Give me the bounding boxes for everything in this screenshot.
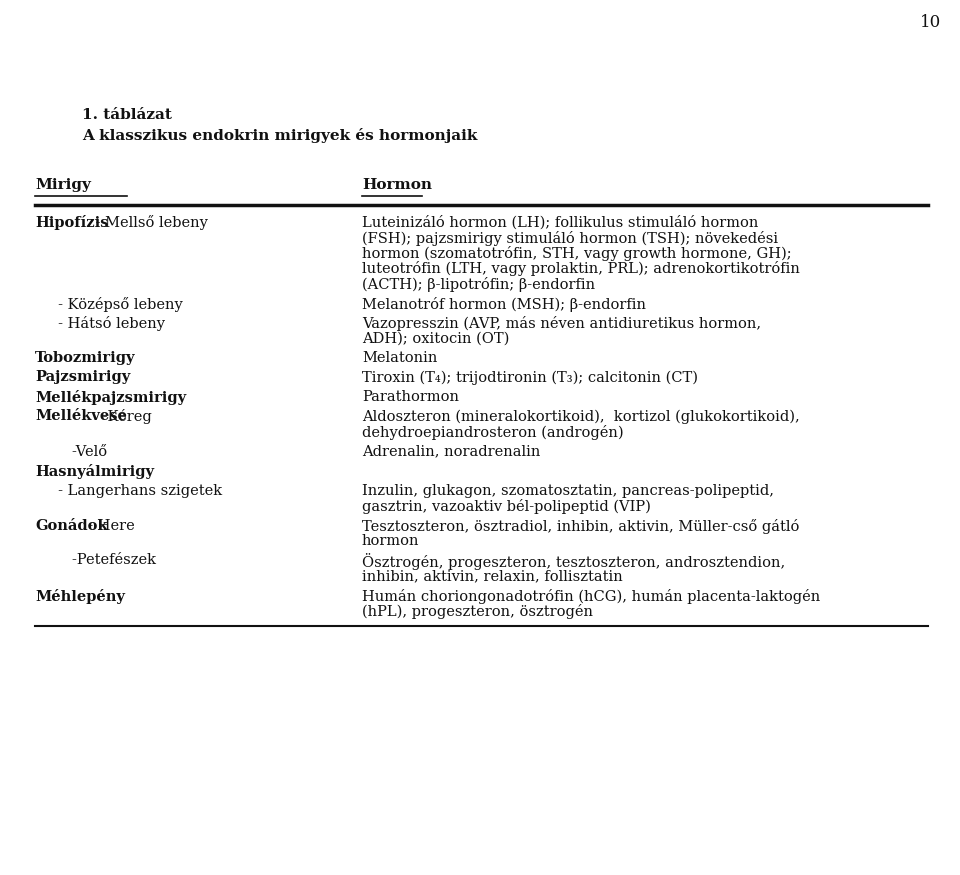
- Text: Tesztoszteron, ösztradiol, inhibin, aktivin, Müller-cső gátló: Tesztoszteron, ösztradiol, inhibin, akti…: [362, 519, 800, 534]
- Text: luteotrófin (LTH, vagy prolaktin, PRL); adrenokortikotrófin: luteotrófin (LTH, vagy prolaktin, PRL); …: [362, 262, 800, 276]
- Text: - Mellső lebeny: - Mellső lebeny: [91, 215, 208, 230]
- Text: -Petefészek: -Petefészek: [35, 554, 156, 568]
- Text: Hasnyálmirigy: Hasnyálmirigy: [35, 464, 154, 479]
- Text: inhibin, aktivin, relaxin, follisztatin: inhibin, aktivin, relaxin, follisztatin: [362, 569, 623, 583]
- Text: Mirigy: Mirigy: [35, 178, 91, 192]
- Text: (hPL), progeszteron, ösztrogén: (hPL), progeszteron, ösztrogén: [362, 604, 593, 619]
- Text: Tiroxin (T₄); trijodtironin (T₃); calcitonin (CT): Tiroxin (T₄); trijodtironin (T₃); calcit…: [362, 370, 698, 385]
- Text: 1. táblázat: 1. táblázat: [82, 108, 172, 122]
- Text: Gonádok: Gonádok: [35, 519, 108, 533]
- Text: Mellékvese: Mellékvese: [35, 410, 127, 423]
- Text: Pajzsmirigy: Pajzsmirigy: [35, 370, 131, 384]
- Text: - Hátsó lebeny: - Hátsó lebeny: [35, 316, 165, 331]
- Text: (FSH); pajzsmirigy stimuláló hormon (TSH); növekedési: (FSH); pajzsmirigy stimuláló hormon (TSH…: [362, 230, 779, 246]
- Text: dehydroepiandrosteron (androgén): dehydroepiandrosteron (androgén): [362, 425, 624, 440]
- Text: Méhlepény: Méhlepény: [35, 589, 125, 604]
- Text: Hormon: Hormon: [362, 178, 432, 192]
- Text: hormon: hormon: [362, 534, 420, 548]
- Text: - Langerhans szigetek: - Langerhans szigetek: [35, 484, 222, 498]
- Text: - Középső lebeny: - Középső lebeny: [35, 297, 182, 311]
- Text: Vazopresszin (AVP, más néven antidiuretikus hormon,: Vazopresszin (AVP, más néven antidiureti…: [362, 316, 761, 331]
- Text: A klasszikus endokrin mirigyek és hormonjaik: A klasszikus endokrin mirigyek és hormon…: [82, 128, 477, 143]
- Text: Aldoszteron (mineralokortikoid),  kortizol (glukokortikoid),: Aldoszteron (mineralokortikoid), kortizo…: [362, 410, 800, 423]
- Text: -Kéreg: -Kéreg: [98, 410, 152, 424]
- Text: Hipofízis: Hipofízis: [35, 215, 108, 230]
- Text: hormon (szomatotrófin, STH, vagy growth hormone, GH);: hormon (szomatotrófin, STH, vagy growth …: [362, 246, 792, 261]
- Text: Adrenalin, noradrenalin: Adrenalin, noradrenalin: [362, 444, 540, 458]
- Text: -Velő: -Velő: [35, 444, 108, 458]
- Text: Melatonin: Melatonin: [362, 351, 438, 365]
- Text: Humán choriongonadotrófin (hCG), humán placenta-laktogén: Humán choriongonadotrófin (hCG), humán p…: [362, 589, 820, 604]
- Text: Luteinizáló hormon (LH); follikulus stimuláló hormon: Luteinizáló hormon (LH); follikulus stim…: [362, 215, 758, 229]
- Text: gasztrin, vazoaktiv bél-polipeptid (VIP): gasztrin, vazoaktiv bél-polipeptid (VIP): [362, 499, 651, 514]
- Text: 10: 10: [920, 14, 941, 31]
- Text: (ACTH); β-lipotrófin; β-endorfin: (ACTH); β-lipotrófin; β-endorfin: [362, 277, 595, 292]
- Text: - Here: - Here: [79, 519, 134, 533]
- Text: Tobozmirigy: Tobozmirigy: [35, 351, 135, 365]
- Text: Ösztrogén, progeszteron, tesztoszteron, androsztendion,: Ösztrogén, progeszteron, tesztoszteron, …: [362, 554, 785, 570]
- Text: Mellékpajzsmirigy: Mellékpajzsmirigy: [35, 390, 186, 405]
- Text: Parathormon: Parathormon: [362, 390, 459, 404]
- Text: Inzulin, glukagon, szomatosztatin, pancreas-polipeptid,: Inzulin, glukagon, szomatosztatin, pancr…: [362, 484, 774, 498]
- Text: Melanotróf hormon (MSH); β-endorfin: Melanotróf hormon (MSH); β-endorfin: [362, 297, 646, 311]
- Text: ADH); oxitocin (OT): ADH); oxitocin (OT): [362, 332, 510, 346]
